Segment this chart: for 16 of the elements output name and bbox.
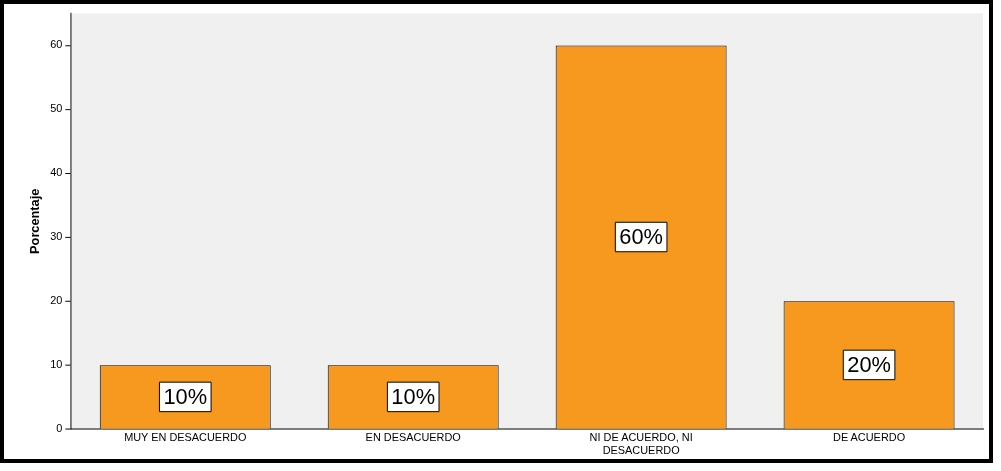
y-tick-label: 0 bbox=[56, 422, 63, 435]
data-label: 60% bbox=[619, 224, 663, 249]
x-tick-label: MUY EN DESACUERDO bbox=[124, 430, 247, 443]
y-axis-title: Porcentaje bbox=[27, 188, 43, 254]
y-tick-label: 20 bbox=[50, 294, 63, 307]
y-tick-label: 10 bbox=[50, 358, 63, 371]
data-label: 20% bbox=[847, 351, 891, 377]
x-tick-label: NI DE ACUERDO, NI DESACUERDO bbox=[589, 430, 693, 456]
data-label: 10% bbox=[391, 383, 436, 409]
x-tick-label: DE ACUERDO bbox=[833, 430, 906, 443]
y-tick-label: 30 bbox=[50, 230, 63, 243]
data-label: 10% bbox=[163, 383, 208, 409]
x-tick-label: EN DESACUERDO bbox=[365, 430, 461, 443]
y-tick-label: 40 bbox=[50, 166, 63, 179]
y-tick-label: 50 bbox=[50, 102, 63, 115]
y-tick-label: 60 bbox=[50, 38, 63, 51]
